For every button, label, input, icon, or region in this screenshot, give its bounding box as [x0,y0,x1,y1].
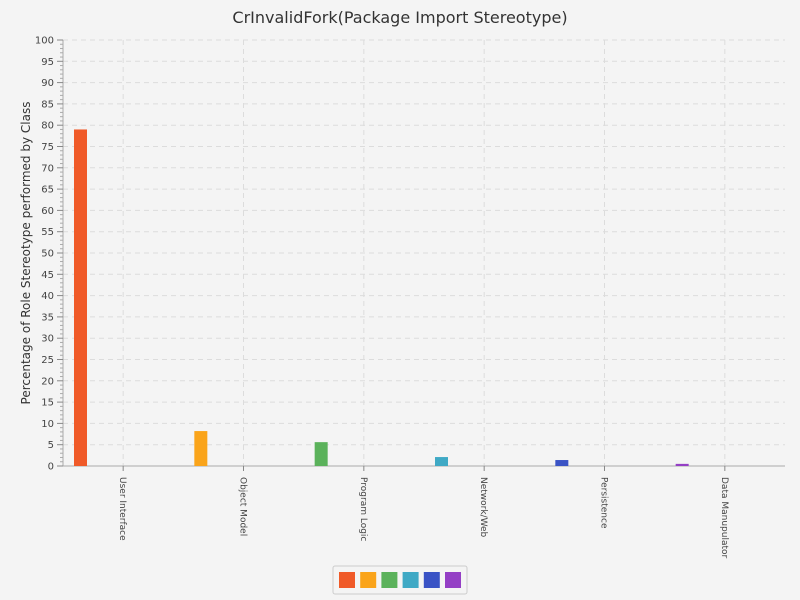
y-tick-label: 70 [41,163,54,174]
y-tick-label: 85 [41,99,54,110]
bar [675,463,689,466]
bar [555,460,569,466]
y-tick-label: 100 [35,36,54,47]
bars [74,129,689,466]
legend-swatch [445,572,461,588]
y-tick-label: 15 [41,398,54,409]
x-tick-label: Network/Web [478,477,488,538]
x-tick-label: Object Model [238,477,248,536]
y-axis-title: Percentage of Role Stereotype performed … [19,102,33,405]
legend-swatch [381,572,398,588]
legend-swatch [402,572,419,588]
bar [74,129,87,466]
y-tick-label: 40 [41,291,54,302]
legend-swatch [360,572,377,588]
y-tick-label: 95 [41,57,54,68]
x-tick-label: Program Logic [358,477,368,541]
grid [63,39,785,467]
bar [314,442,328,466]
y-tick-label: 75 [41,142,54,153]
y-tick-label: 25 [41,355,54,366]
y-tick-label: 20 [41,376,54,387]
chart-title: CrInvalidFork(Package Import Stereotype) [232,8,567,27]
x-axis: User Interface Object Model Program Logic N… [63,465,785,559]
x-tick-label: Data Manupulator [719,477,729,559]
y-tick-label: 5 [48,440,54,451]
y-tick-label: 80 [41,121,54,132]
x-tick-label: Persistence [599,477,609,529]
y-tick-label: 50 [41,249,54,260]
y-tick-label: 45 [41,270,54,281]
y-tick-label: 90 [41,78,54,89]
y-tick-label: 30 [41,334,54,345]
x-tick-label: User Interface [117,477,127,541]
y-tick-label: 10 [41,419,54,430]
y-tick-label: 35 [41,312,54,323]
y-tick-label: 0 [48,462,54,473]
legend-swatch [339,572,355,588]
bar [194,431,208,466]
y-tick-label: 65 [41,185,54,196]
y-tick-label: 60 [41,206,54,217]
legend-swatch [423,572,440,588]
y-axis: 0 5 10 15 20 25 30 35 40 45 50 55 60 65 70 75 80 85 90 95 10… [35,36,64,473]
y-tick-label: 55 [41,227,54,238]
legend [332,565,468,595]
bar [435,457,448,466]
